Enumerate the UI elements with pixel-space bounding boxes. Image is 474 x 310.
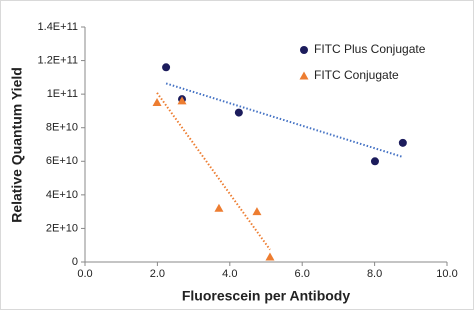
x-tick-label: 10.0 xyxy=(436,268,457,280)
y-tick-label: 1E+11 xyxy=(47,88,78,100)
data-point xyxy=(252,207,262,216)
data-point xyxy=(398,138,407,147)
x-tick-label: 8.0 xyxy=(367,268,382,280)
y-tick-label: 1.2E+11 xyxy=(38,54,78,66)
y-tick-label: 8E+10 xyxy=(46,122,78,134)
x-tick-label: 0.0 xyxy=(77,268,92,280)
y-tick-label: 4E+10 xyxy=(46,189,78,201)
x-tick-label: 4.0 xyxy=(222,268,237,280)
trendline xyxy=(156,92,271,251)
data-point xyxy=(234,108,243,117)
data-point xyxy=(152,98,162,107)
y-axis-title: Relative Quantum Yield xyxy=(9,67,25,223)
data-point xyxy=(177,96,187,105)
data-point xyxy=(370,157,379,166)
trendline xyxy=(165,82,404,158)
x-tick-label: 6.0 xyxy=(295,268,310,280)
y-tick-label: 6E+10 xyxy=(46,155,78,167)
legend-label: FITC Plus Conjugate xyxy=(314,42,426,56)
legend-marker xyxy=(299,71,309,80)
y-tick-label: 0 xyxy=(72,256,78,268)
data-point xyxy=(265,252,275,261)
x-axis-title: Fluorescein per Antibody xyxy=(182,288,350,304)
legend-marker xyxy=(300,46,308,54)
y-tick-label: 1.4E+11 xyxy=(38,21,78,33)
data-point xyxy=(214,203,224,212)
y-tick-label: 2E+10 xyxy=(46,222,78,234)
x-tick-label: 2.0 xyxy=(150,268,165,280)
legend-label: FITC Conjugate xyxy=(314,68,399,82)
data-point xyxy=(162,63,171,72)
